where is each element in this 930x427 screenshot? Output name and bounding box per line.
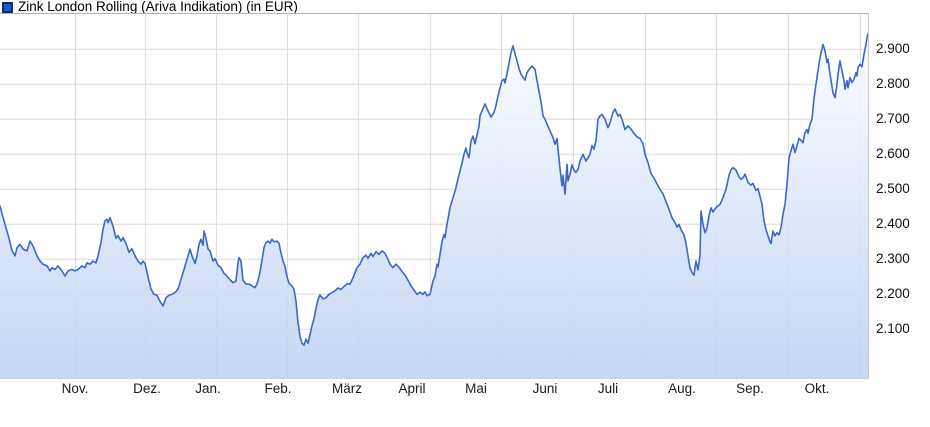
y-axis-label: 2.400: [876, 215, 910, 231]
x-axis-label: Nov.: [61, 381, 89, 396]
y-axis-label: 2.100: [876, 320, 910, 336]
x-axis-label: Mai: [465, 381, 487, 396]
series-legend-swatch-icon: [2, 1, 13, 13]
x-axis-label: Aug.: [668, 381, 696, 396]
y-axis-label: 2.800: [876, 75, 910, 91]
x-axis-label: Sep.: [736, 381, 764, 396]
x-axis-label: Jan.: [195, 381, 221, 396]
chart-title: Zink London Rolling (Ariva Indikation) (…: [18, 0, 298, 14]
plot-area: [0, 13, 869, 379]
x-axis-label: Juli: [597, 381, 619, 396]
y-axis-label: 2.500: [876, 180, 910, 196]
y-axis-label: 2.300: [876, 250, 910, 266]
y-axis-label: 2.700: [876, 110, 910, 126]
y-axis-label: 2.600: [876, 145, 910, 161]
chart-canvas: [0, 14, 868, 378]
x-axis-label: Juni: [532, 381, 558, 396]
x-axis-label: Feb.: [264, 381, 292, 396]
x-axis-label: Dez.: [133, 381, 161, 396]
x-axis-label: April: [398, 381, 426, 396]
x-axis-label: März: [332, 381, 362, 396]
x-axis-label: Okt.: [804, 381, 830, 396]
y-axis-label: 2.900: [876, 40, 910, 56]
y-axis-label: 2.200: [876, 285, 910, 301]
chart-header: Zink London Rolling (Ariva Indikation) (…: [2, 0, 298, 13]
